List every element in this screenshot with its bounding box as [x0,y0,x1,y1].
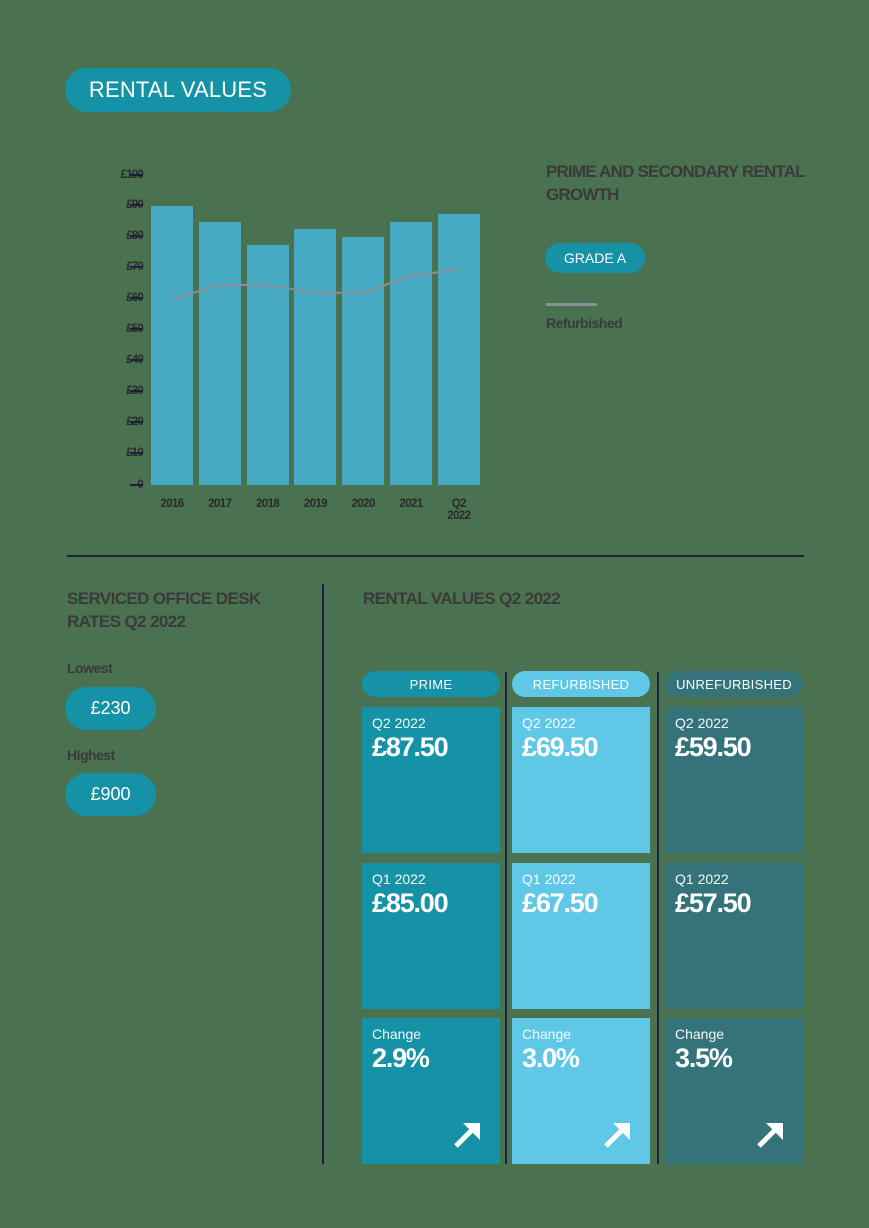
prime-q2-card: Q2 2022 £87.50 [362,707,500,853]
unrefurbished-q1-card: Q1 2022 £57.50 [665,863,803,1009]
highest-rate-pill: £900 [65,773,156,816]
card-label: Q1 2022 [522,871,576,887]
arrow-up-right-icon [757,1123,783,1148]
card-label: Change [372,1026,422,1042]
lowest-rate-pill: £230 [65,687,156,730]
y-tick-mark [130,390,143,392]
card-value: £87.50 [372,732,449,762]
column-header-refurbished: REFURBISHED [512,671,650,697]
bar [294,229,337,485]
line-series-refurbished [171,268,459,300]
refurbished-q1-card: Q1 2022 £67.50 [512,863,650,1009]
x-tick-label: 2018 [256,498,280,510]
x-tick-label: Q2 2022 [447,498,471,522]
bar [390,221,432,485]
card-value: 3.5% [675,1043,733,1073]
x-tick-label: 2016 [160,498,184,510]
card-label: Change [522,1026,572,1042]
prime-change-card: Change 2.9% [362,1018,500,1164]
x-tick-label: 2017 [208,498,232,510]
refurbished-q2-card: Q2 2022 £69.50 [512,707,650,853]
bar [437,213,480,485]
card-value: £57.50 [675,888,752,918]
column-separator [657,672,659,1164]
x-tick-label: 2021 [399,498,423,510]
unrefurbished-q2-card: Q2 2022 £59.50 [665,707,803,853]
unrefurbished-change-card: Change 3.5% [665,1018,803,1164]
card-label: Q1 2022 [675,871,729,887]
rental-growth-chart: £100 £90 £80 £70 £60 £50 £40 £30 £20 £10… [90,160,500,540]
y-tick-mark [130,204,143,206]
y-tick-mark [130,328,143,330]
y-tick-mark [130,421,143,423]
card-label: Q2 2022 [372,715,426,731]
card-label: Q2 2022 [522,715,576,731]
lowest-label: Lowest [67,660,113,676]
card-value: £85.00 [372,888,449,918]
x-tick-label: 2020 [351,498,376,510]
y-tick-mark [130,174,143,176]
y-tick-mark [130,359,143,361]
card-value: 2.9% [372,1043,430,1073]
section-title-pill: RENTAL VALUES [65,68,291,112]
chart-title: PRIME AND SECONDARY RENTAL GROWTH [546,162,805,204]
card-value: 3.0% [522,1043,580,1073]
prime-q1-card: Q1 2022 £85.00 [362,863,500,1009]
legend-grade-a-swatch: GRADE A [545,243,645,273]
column-separator [505,672,507,1164]
bar [342,237,385,485]
y-tick-mark [130,235,143,237]
card-label: Q1 2022 [372,871,426,887]
y-tick-mark [130,297,143,299]
arrow-up-right-icon [454,1123,480,1148]
arrow-up-right-icon [604,1123,630,1148]
column-header-prime: PRIME [362,671,500,697]
x-tick-label: 2019 [303,498,328,510]
y-tick-mark [130,484,143,486]
column-header-unrefurbished: UNREFURBISHED [665,671,803,697]
bar [151,206,193,485]
horizontal-divider [67,555,804,557]
y-tick-mark [130,452,143,454]
card-value: £67.50 [522,888,599,918]
card-value: £69.50 [522,732,599,762]
y-tick-mark [130,266,143,268]
legend-refurbished-line [546,303,597,306]
card-label: Change [675,1026,725,1042]
card-value: £59.50 [675,732,752,762]
rental-values-title: RENTAL VALUES Q2 2022 [363,589,561,608]
bar [198,221,241,485]
legend-refurbished-label: Refurbished [546,315,623,331]
vertical-divider [322,584,324,1164]
refurbished-change-card: Change 3.0% [512,1018,650,1164]
desk-rates-title: SERVICED OFFICE DESK RATES Q2 2022 [67,589,261,631]
card-label: Q2 2022 [675,715,729,731]
highest-label: Highest [67,747,115,763]
